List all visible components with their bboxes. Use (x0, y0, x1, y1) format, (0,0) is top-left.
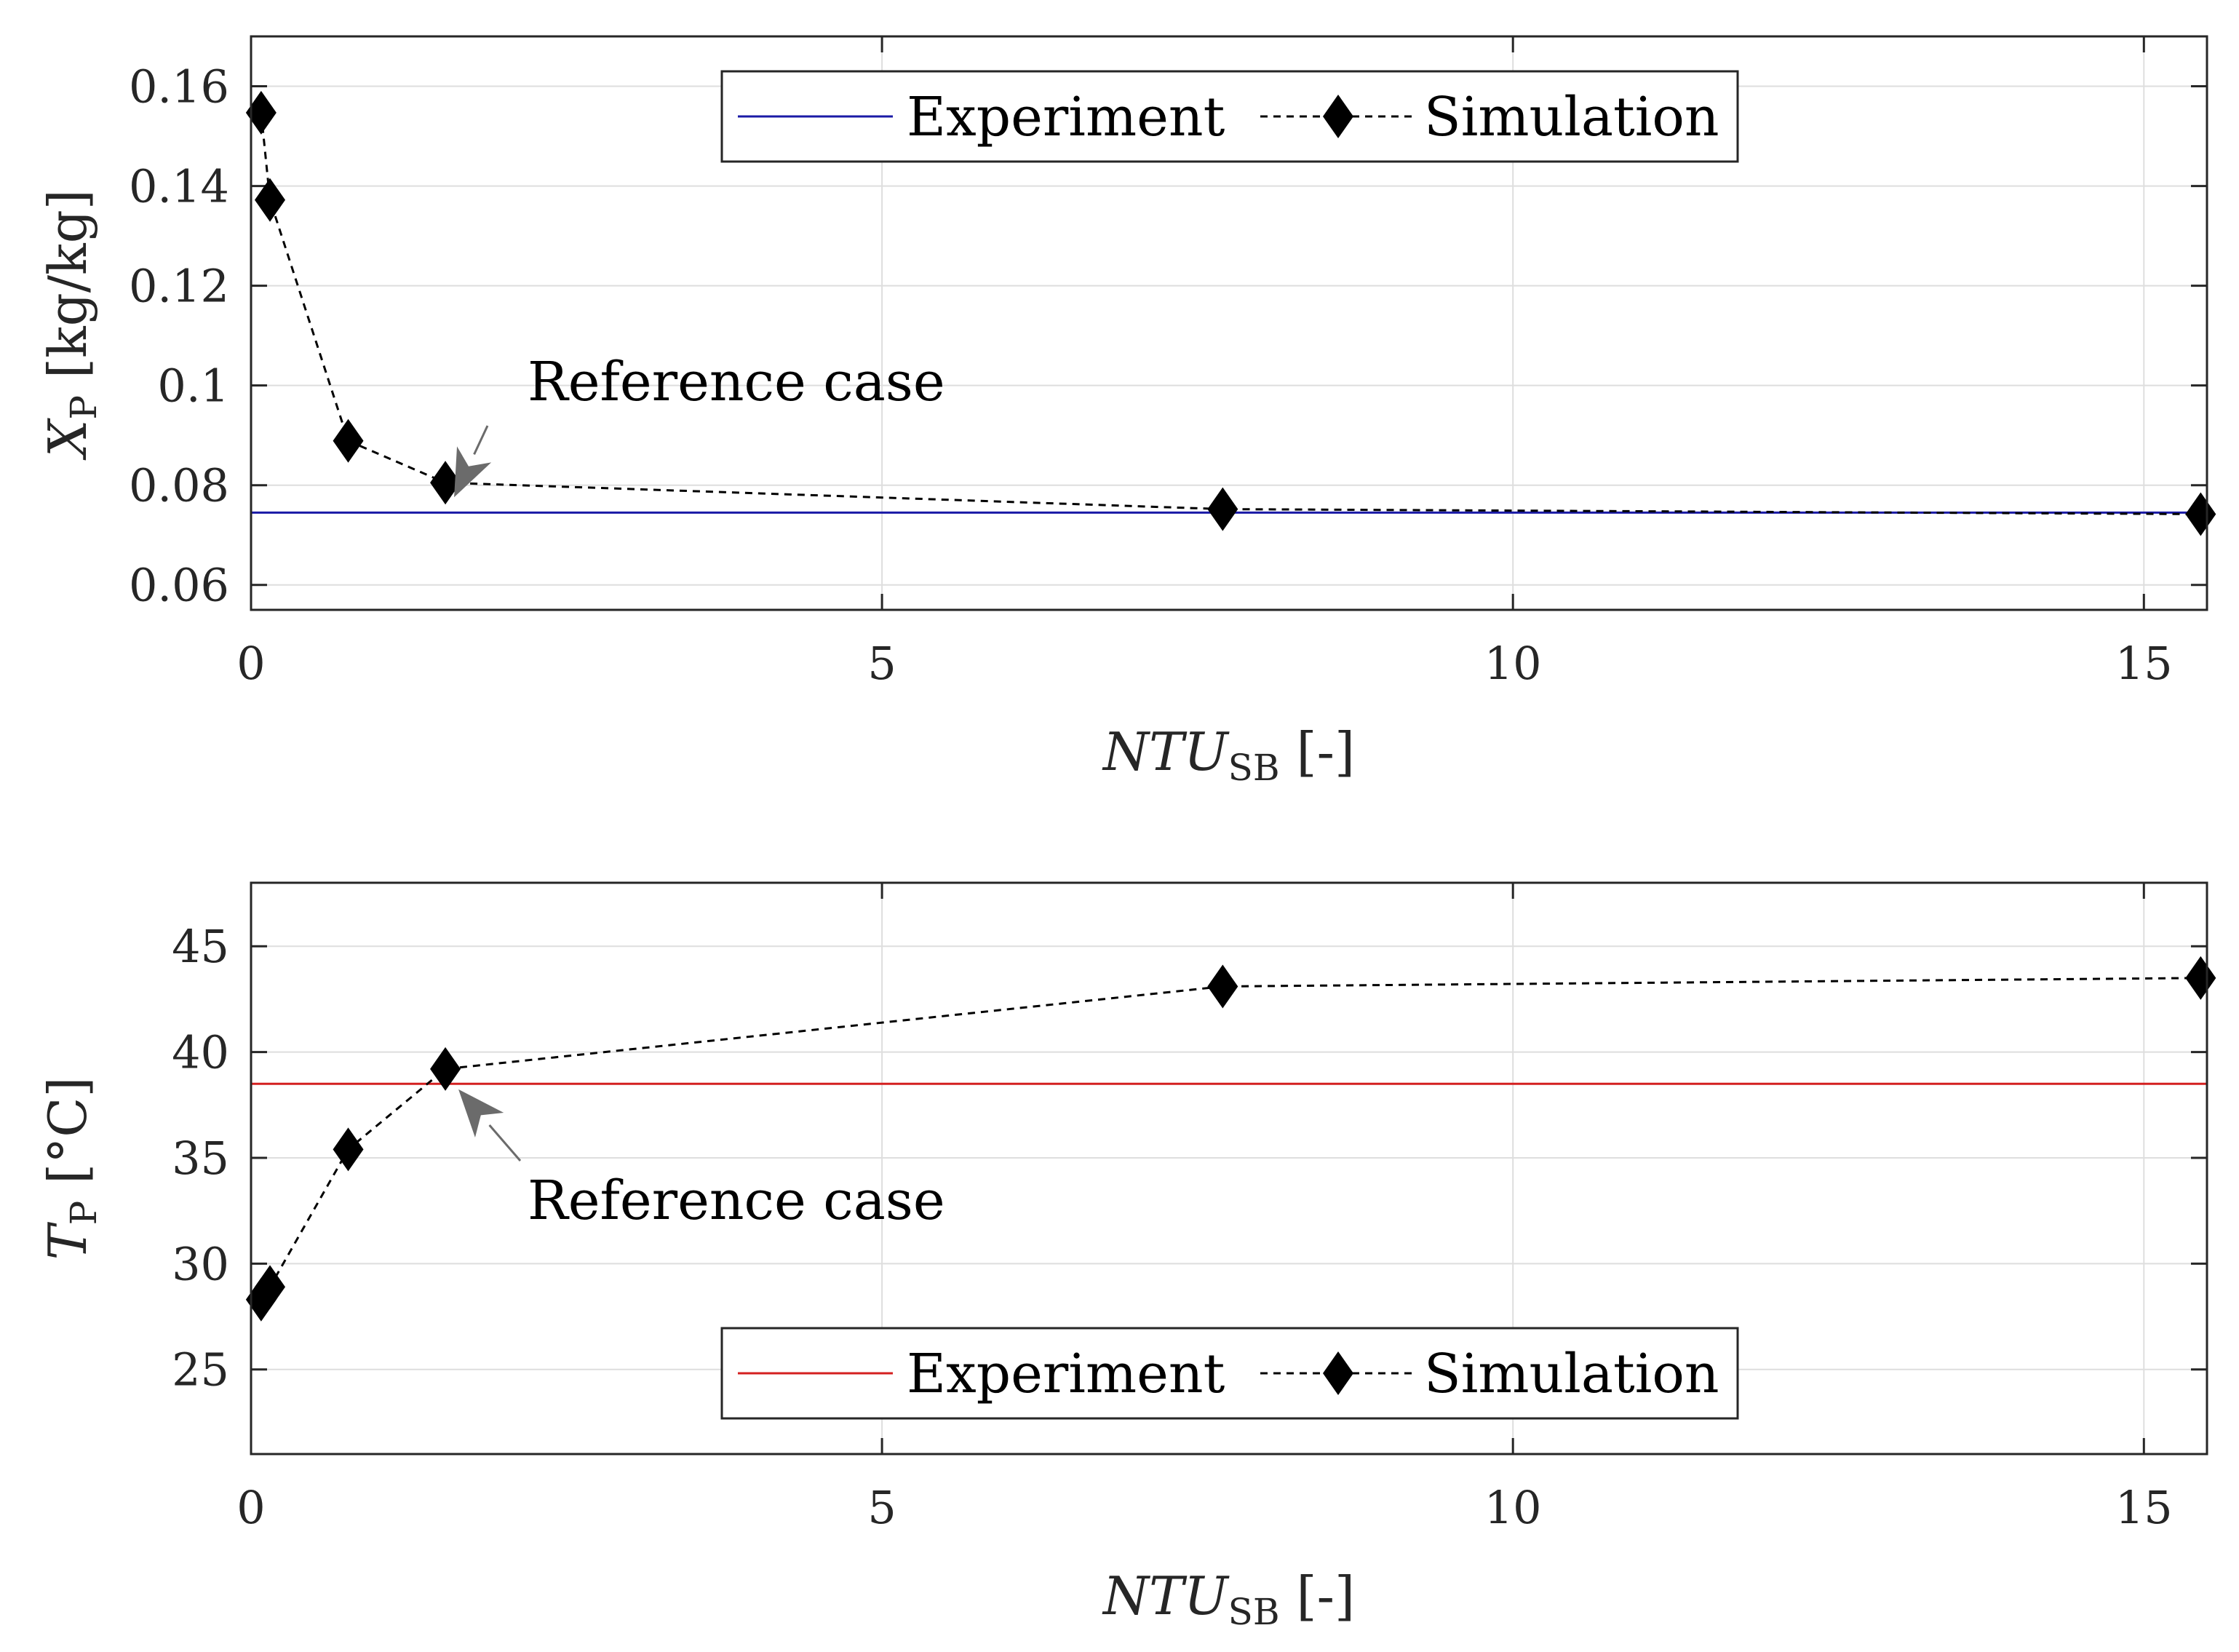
annotation-arrow-shaft (488, 1124, 522, 1161)
simulation-marker (1207, 487, 1238, 531)
legend-simulation-label: Simulation (1424, 86, 1719, 148)
simulation-line (260, 977, 2201, 1300)
legend: Experiment Simulation (720, 70, 1739, 163)
annotation-arrowhead (454, 446, 492, 498)
y-tick-label: 0.12 (129, 260, 229, 313)
y-tick-label: 40 (172, 1026, 229, 1079)
annotation-label: Reference case (528, 1169, 945, 1232)
chart-panel-1: 0 5 10 15 0.06 0.08 0.1 0.12 0.14 0.16 Experiment S… (37, 35, 2216, 789)
y-axis-label: XP [kg/kg] (37, 189, 105, 461)
x-tick-label: 10 (1484, 637, 1542, 690)
x-tick-label: 5 (867, 637, 896, 690)
annotation-arrowhead (458, 1089, 504, 1138)
x-tick-label: 0 (236, 637, 265, 690)
annotation-arrow-shaft (473, 425, 489, 456)
simulation-marker (2185, 492, 2216, 536)
simulation-marker (333, 418, 364, 463)
annotation-label: Reference case (528, 351, 945, 413)
y-tick-label: 0.16 (129, 60, 229, 114)
legend-simulation-marker (1323, 1351, 1353, 1395)
y-axis-label: TP [°C] (37, 1077, 105, 1260)
legend-simulation-label: Simulation (1424, 1343, 1719, 1405)
simulation-marker (1207, 964, 1238, 1009)
x-tick-label: 10 (1484, 1481, 1542, 1534)
legend-simulation-marker (1323, 95, 1353, 138)
simulation-marker (245, 90, 277, 135)
x-tick-label: 15 (2115, 637, 2173, 690)
y-tick-label: 0.14 (129, 160, 229, 213)
y-tick-label: 0.1 (157, 360, 229, 413)
x-tick-label: 15 (2115, 1481, 2173, 1534)
simulation-marker (430, 461, 461, 505)
legend-experiment-label: Experiment (907, 86, 1225, 148)
x-tick-label: 5 (867, 1481, 896, 1534)
axes-frame (250, 881, 2208, 1456)
x-axis-label: NTUSB [-] (1102, 721, 1355, 789)
legend: Experiment Simulation (720, 1327, 1739, 1420)
simulation-marker (255, 178, 286, 222)
simulation-marker (255, 1265, 286, 1309)
simulation-marker (430, 1047, 461, 1091)
simulation-line (260, 112, 2201, 515)
y-tick-label: 35 (172, 1132, 229, 1185)
y-tick-label: 30 (172, 1237, 229, 1290)
y-tick-label: 25 (172, 1343, 229, 1397)
simulation-marker (2185, 956, 2216, 1000)
chart-panel-2: 0 5 10 15 25 30 35 40 45 Experiment Simulation Refe… (37, 881, 2216, 1633)
legend-experiment-label: Experiment (907, 1343, 1225, 1405)
axes-frame (250, 35, 2208, 611)
y-tick-label: 0.08 (129, 459, 229, 512)
y-tick-label: 45 (172, 920, 229, 973)
x-tick-label: 0 (236, 1481, 265, 1534)
y-tick-label: 0.06 (129, 559, 229, 612)
simulation-marker (333, 1127, 364, 1172)
x-axis-label: NTUSB [-] (1102, 1565, 1355, 1633)
